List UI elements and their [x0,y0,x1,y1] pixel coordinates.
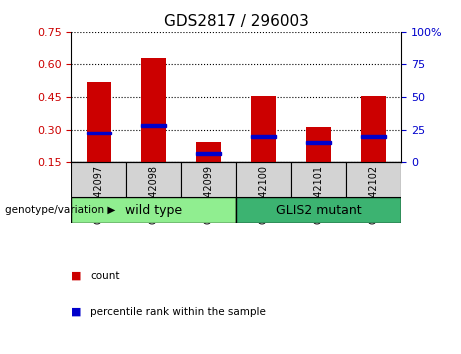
Bar [361,96,386,162]
Bar [87,132,111,135]
Bar [306,141,331,144]
Bar [251,135,276,138]
Bar [87,82,111,162]
Bar [71,198,236,223]
Bar [236,162,291,198]
Text: percentile rank within the sample: percentile rank within the sample [90,307,266,316]
Bar [361,135,386,138]
Bar [196,142,221,162]
Bar [142,58,166,162]
Text: GSM142098: GSM142098 [149,165,159,224]
Bar [236,198,401,223]
Bar [71,162,126,198]
Text: GSM142100: GSM142100 [259,165,269,224]
Text: count: count [90,271,119,281]
Text: GSM142101: GSM142101 [313,165,324,224]
Bar [306,126,331,162]
Bar [142,124,166,127]
Bar [181,162,236,198]
Text: GSM142102: GSM142102 [369,165,378,224]
Bar [251,96,276,162]
Bar [196,152,221,155]
Bar [126,162,181,198]
Text: GLIS2 mutant: GLIS2 mutant [276,204,361,217]
Text: GSM142099: GSM142099 [204,165,214,224]
Text: genotype/variation ▶: genotype/variation ▶ [5,205,115,215]
Title: GDS2817 / 296003: GDS2817 / 296003 [164,14,309,29]
Text: wild type: wild type [125,204,183,217]
Bar [346,162,401,198]
Bar [291,162,346,198]
Text: GSM142097: GSM142097 [94,165,104,224]
Text: ■: ■ [71,271,82,281]
Text: ■: ■ [71,307,82,316]
